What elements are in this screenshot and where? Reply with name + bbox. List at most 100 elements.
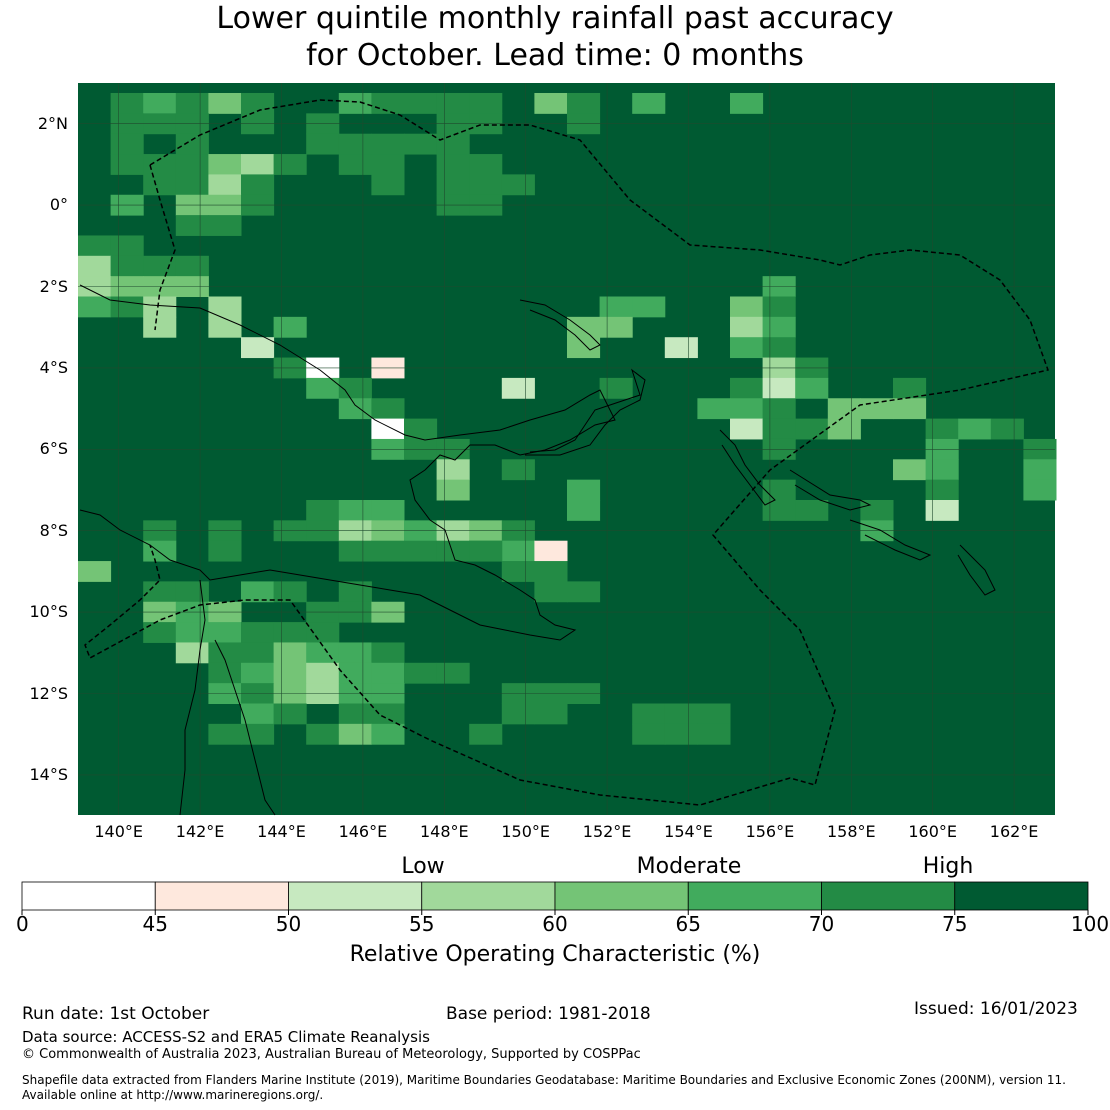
colorbar-segment <box>421 881 556 911</box>
accuracy-cell <box>567 581 601 603</box>
accuracy-cell <box>241 174 275 196</box>
accuracy-cell <box>534 703 568 725</box>
legend-category-high: High <box>922 854 974 879</box>
accuracy-cell <box>175 642 209 664</box>
colorbar-segment <box>154 881 289 911</box>
accuracy-cell <box>175 581 209 603</box>
accuracy-cell <box>208 642 242 664</box>
shapefile-credit-line2: Available online at http://www.marinereg… <box>22 1088 324 1102</box>
accuracy-cell <box>110 133 144 155</box>
accuracy-cell <box>567 500 601 521</box>
eez-west-boundary <box>149 164 176 331</box>
new-guinea-coast <box>79 284 616 641</box>
accuracy-cell <box>404 93 438 114</box>
accuracy-cell <box>241 622 275 643</box>
accuracy-cell <box>338 154 372 175</box>
eez-png-boundary <box>84 99 1049 806</box>
accuracy-cell <box>78 561 112 582</box>
accuracy-cell <box>534 540 568 562</box>
accuracy-cell <box>501 174 535 196</box>
accuracy-cell <box>795 418 829 440</box>
colorbar-label: Relative Operating Characteristic (%) <box>349 942 761 967</box>
colorbar-tick-label: 60 <box>542 912 568 936</box>
accuracy-cell <box>338 398 372 420</box>
accuracy-cell <box>436 174 470 196</box>
accuracy-cell <box>273 581 307 603</box>
accuracy-cell <box>338 703 372 725</box>
accuracy-cell <box>241 642 275 664</box>
x-tick-label: 152°E <box>582 822 632 841</box>
accuracy-cell <box>208 316 242 338</box>
y-tick-label: 2°S <box>39 276 68 296</box>
accuracy-cell <box>567 337 601 359</box>
accuracy-cell <box>338 723 372 745</box>
accuracy-cell <box>306 662 340 684</box>
accuracy-cell <box>599 316 633 338</box>
cape-york-coast <box>179 579 206 816</box>
data-source: Data source: ACCESS-S2 and ERA5 Climate … <box>22 1028 430 1046</box>
accuracy-cell <box>404 418 438 440</box>
accuracy-cell <box>273 642 307 664</box>
x-tick-label: 144°E <box>257 822 306 841</box>
accuracy-cell <box>241 581 275 603</box>
accuracy-cell <box>501 561 535 582</box>
accuracy-cell <box>762 337 796 359</box>
cape-york-coast-2 <box>214 639 276 816</box>
colorbar-segment <box>954 881 1089 911</box>
accuracy-cell <box>958 418 992 440</box>
legend-category-moderate: Moderate <box>636 854 742 879</box>
accuracy-cell <box>925 418 959 440</box>
accuracy-cell <box>469 723 503 745</box>
accuracy-cell <box>110 93 144 114</box>
coastlines <box>79 284 996 816</box>
accuracy-cell <box>78 235 112 257</box>
accuracy-cell <box>436 133 470 155</box>
accuracy-cell <box>273 316 307 338</box>
accuracy-cell <box>599 377 633 399</box>
accuracy-cell <box>306 723 340 745</box>
accuracy-cell <box>404 540 438 562</box>
accuracy-cell <box>599 296 633 318</box>
new-britain-coast <box>525 368 646 456</box>
accuracy-cell <box>208 215 242 236</box>
accuracy-cell <box>78 296 112 318</box>
accuracy-cell <box>632 723 666 745</box>
copyright-notice: © Commonwealth of Australia 2023, Austra… <box>22 1047 641 1062</box>
x-tick-label: 142°E <box>175 822 225 841</box>
accuracy-cell <box>469 93 503 114</box>
accuracy-cell <box>371 642 405 664</box>
accuracy-cell <box>273 662 307 684</box>
accuracy-cell <box>110 235 144 257</box>
accuracy-cell <box>143 316 177 338</box>
accuracy-cell <box>338 93 372 114</box>
accuracy-cell <box>371 93 405 114</box>
y-tick-label: 8°S <box>39 520 68 540</box>
accuracy-cell <box>436 154 470 175</box>
accuracy-cell <box>501 540 535 562</box>
accuracy-cell <box>241 337 275 359</box>
accuracy-cell <box>110 296 144 318</box>
accuracy-cell <box>762 398 796 420</box>
accuracy-cell <box>175 133 209 155</box>
accuracy-cell <box>175 215 209 236</box>
colorbar-segment <box>554 881 689 911</box>
accuracy-cell <box>730 418 764 440</box>
accuracy-cell <box>306 377 340 399</box>
accuracy-cell <box>860 398 894 420</box>
colorbar-tick-label: 75 <box>942 912 968 936</box>
shapefile-credit-line1: Shapefile data extracted from Flanders M… <box>22 1073 1066 1087</box>
colorbar-segment <box>687 881 822 911</box>
accuracy-cell <box>338 581 372 603</box>
accuracy-cell <box>143 154 177 175</box>
accuracy-cell <box>208 723 242 745</box>
accuracy-cell <box>241 154 275 175</box>
solomons-coast-2 <box>849 519 932 561</box>
accuracy-cell <box>436 93 470 114</box>
rainfall-accuracy-map <box>78 83 1057 816</box>
accuracy-cell <box>143 255 177 277</box>
accuracy-cell <box>338 377 372 399</box>
accuracy-cell <box>371 540 405 562</box>
accuracy-cell <box>762 316 796 338</box>
x-tick-label: 154°E <box>664 822 713 841</box>
y-tick-label: 4°S <box>39 357 68 377</box>
